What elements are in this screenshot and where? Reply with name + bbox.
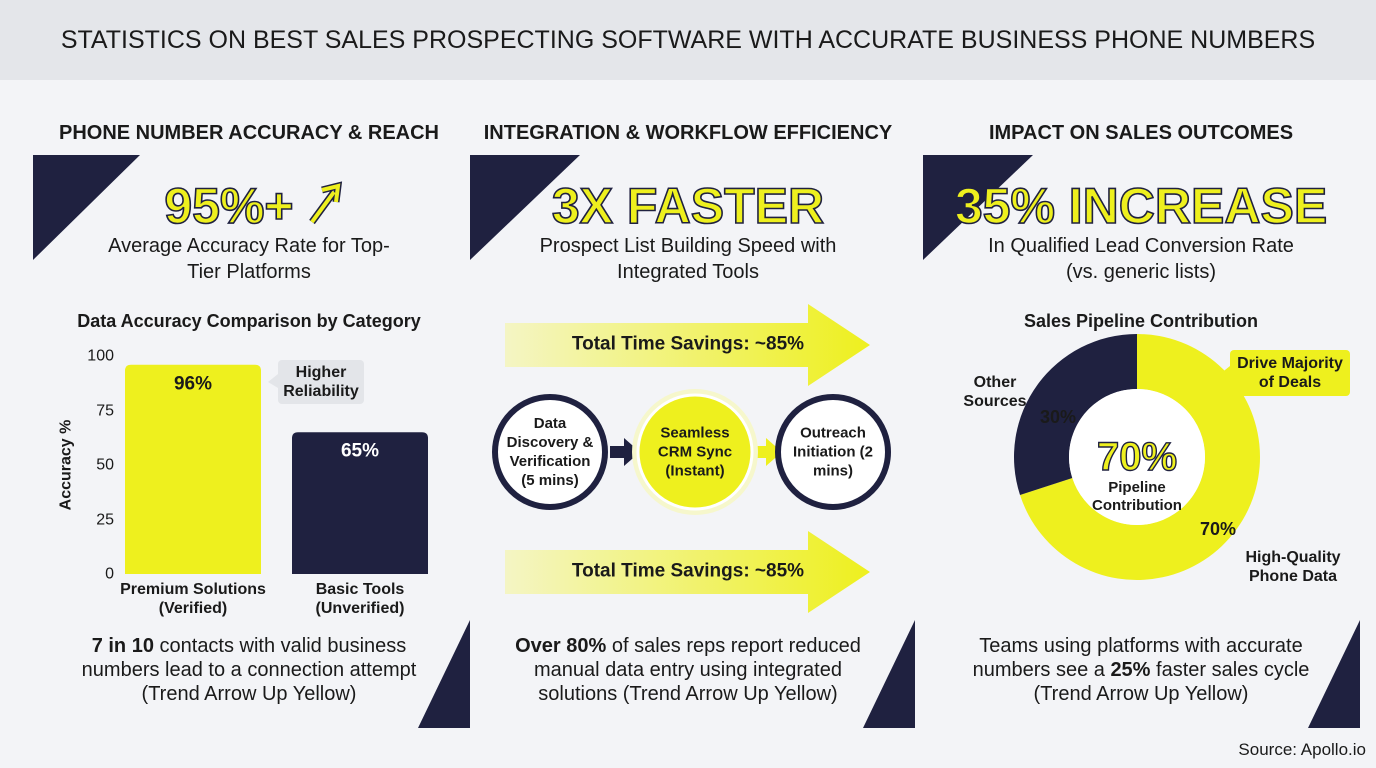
panel-heading: PHONE NUMBER ACCURACY & REACH [58,122,440,144]
donut-slice [1020,334,1260,580]
flow-arrow [610,438,640,466]
x-tick-label: Basic Tools (Unverified) [315,581,405,618]
bar [125,364,261,574]
corner [418,620,470,728]
annotation-pointer [268,374,278,388]
step-label: Seamless CRM Sync (Instant) [657,424,733,480]
headline-stat: 95%+ [164,177,295,235]
donut-slice [1013,333,1137,496]
flow-arrow [756,438,782,466]
y-tick-label: 100 [87,347,114,365]
x-tick-label: Premium Solutions (Verified) [120,581,266,618]
footer-text: faster sales cycle (Trend Arrow Up Yello… [1033,659,1310,705]
corner [470,155,580,260]
step-circle [492,394,608,510]
slice-label: 30% [1039,407,1077,428]
stat-caption: Prospect List Building Speed with Integr… [539,235,837,283]
footer-text: Over 80% [515,635,607,657]
footer-text: 25% [1110,659,1151,681]
footer-text: 7 in 10 [91,635,154,657]
panel-heading: INTEGRATION & WORKFLOW EFFICIENCY [483,122,893,144]
chart-title: Data Accuracy Comparison by Category [77,311,421,332]
slice-label: 70% [1199,519,1237,540]
center-label: Pipeline Contribution [1092,479,1182,514]
time-savings-arrow [505,531,870,613]
headline-stat: 3X FASTER [551,177,825,235]
donut-hole [1069,389,1205,525]
y-tick-label: 75 [96,401,114,419]
source-note: Source: Apollo.io [1238,740,1366,759]
step-label: Data Discovery & Verification (5 mins) [506,415,594,489]
corner-decorations [33,155,1360,728]
y-tick-label: 0 [105,565,114,583]
slice-name: Other Sources [963,373,1027,410]
annotation: Drive Majority of Deals [1237,354,1343,391]
slice-name: High-Quality Phone Data [1245,548,1341,585]
corner [1308,620,1360,728]
annotation: Higher Reliability [283,363,359,400]
bar [292,432,428,574]
trend-arrow [310,183,341,224]
center-value: 70% [1096,434,1178,479]
panel-footer: 7 in 10 contacts with valid business num… [64,634,434,706]
value-label: 96% [173,373,213,395]
footer-text: Teams using platforms with accurate numb… [972,635,1303,681]
step-label: Outreach Initiation (2 mins) [793,424,873,480]
stat-caption: Average Accuracy Rate for Top-Tier Platf… [108,235,390,283]
footer-text: of sales reps report reduced manual data… [534,635,861,705]
corner [33,155,140,260]
corner [863,620,915,728]
value-label: 65% [340,440,380,462]
time-savings-arrow [505,304,870,386]
banner-text: Total Time Savings: ~85% [571,333,805,355]
y-tick-label: 25 [96,510,114,528]
headline-stat: 35% INCREASE [954,177,1328,235]
step-circle [636,393,754,511]
page-title: STATISTICS ON BEST SALES PROSPECTING SOF… [60,26,1316,54]
step-circle [775,394,891,510]
panel-footer: Over 80% of sales reps report reduced ma… [503,634,873,706]
footer-text: contacts with valid business numbers lea… [81,635,417,705]
banner-text: Total Time Savings: ~85% [571,560,805,582]
panel-footer: Teams using platforms with accurate numb… [961,634,1321,706]
panel-heading: IMPACT ON SALES OUTCOMES [988,122,1294,144]
header-band [0,0,1376,80]
annotation-pointer [1220,366,1230,382]
stat-caption: In Qualified Lead Conversion Rate (vs. g… [988,235,1294,283]
annotation-box [1230,350,1350,396]
chart-title: Sales Pipeline Contribution [1023,311,1259,332]
annotation-box [278,360,364,404]
y-tick-label: 50 [96,456,114,474]
corner [923,155,1033,260]
y-axis-label: Accuracy % [57,419,75,511]
